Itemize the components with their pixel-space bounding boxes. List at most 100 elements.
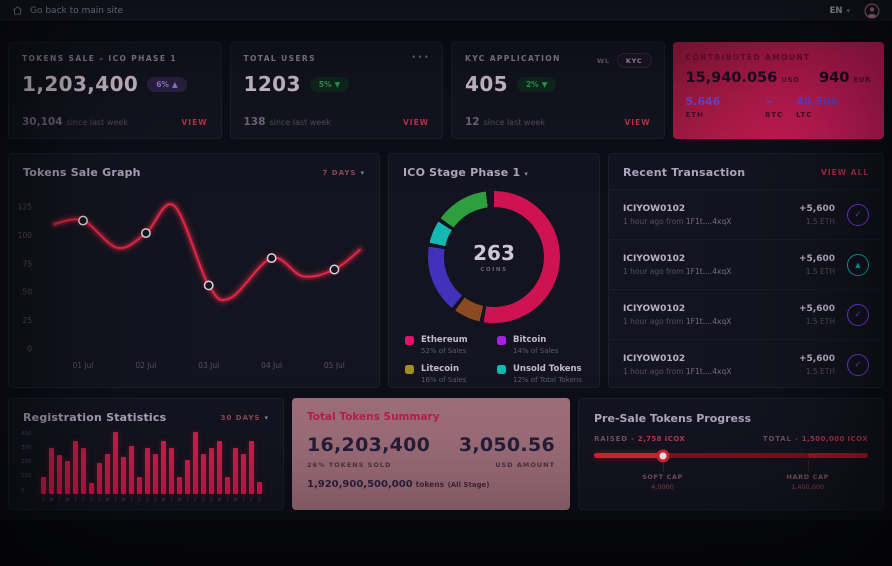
tokens-sale-line-chart: 0 25 50 75 100 125 01 Jul 02 Jul 03 Jul 04 Jul 05 … bbox=[18, 198, 366, 370]
trend-down-icon: ▼ bbox=[334, 79, 341, 89]
usd-amount-value: 3,050.56 bbox=[458, 434, 555, 456]
tokens-sold-value: 16,203,400 bbox=[307, 434, 431, 456]
kyc-tab[interactable]: KYC bbox=[616, 53, 652, 68]
total-tokens-summary-panel: Total Tokens Summary 16,203,400 26% TOKE… bbox=[292, 398, 570, 510]
registration-statistics-panel: Registration Statistics 30 DAYS ▾ 400 300 2… bbox=[8, 398, 284, 510]
bottom-row: Registration Statistics 30 DAYS ▾ 400 300 2… bbox=[8, 398, 884, 510]
chevron-down-icon: ▾ bbox=[360, 168, 365, 177]
topbar: Go back to main site EN ▾ bbox=[0, 0, 892, 22]
soft-cap-label: SOFT CAP 4,0000 bbox=[642, 473, 683, 491]
recent-transaction-panel: Recent Transaction VIEW ALL ICIYOW0102 1… bbox=[608, 153, 884, 388]
panel-title: Tokens Sale Graph bbox=[23, 166, 141, 179]
hard-cap-label: HARD CAP 1,400,000 bbox=[786, 473, 829, 491]
svg-text:05 Jul: 05 Jul bbox=[324, 361, 345, 370]
svg-text:25: 25 bbox=[22, 316, 32, 325]
svg-text:75: 75 bbox=[22, 259, 32, 268]
middle-row: Tokens Sale Graph 7 DAYS ▾ 0 25 50 75 100 125 0… bbox=[8, 153, 884, 388]
tokens-sale-graph-panel: Tokens Sale Graph 7 DAYS ▾ 0 25 50 75 100 125 0… bbox=[8, 153, 380, 388]
check-icon: ✓ bbox=[847, 303, 869, 326]
svg-text:0: 0 bbox=[27, 345, 32, 354]
footer bbox=[0, 520, 892, 566]
panel-title: Pre-Sale Tokens Progress bbox=[594, 412, 752, 425]
stat-title: TOTAL USERS bbox=[243, 54, 316, 63]
total-amount: TOTAL -1,500,000 ICOX bbox=[762, 435, 868, 443]
usd-amount: 15,940.056 bbox=[685, 70, 778, 86]
stat-value: 1203 bbox=[243, 72, 301, 96]
donut-legend: Ethereum 52% of Sales Bitcoin 14% of Sales… bbox=[405, 335, 583, 384]
panel-title: Total Tokens Summary bbox=[307, 411, 440, 423]
stat-card-contributed-amount: CONTRIBUTED AMOUNT 15,940.056 USD 940 EU… bbox=[672, 42, 884, 139]
range-dropdown[interactable]: 30 DAYS ▾ bbox=[220, 413, 269, 422]
stat-card-total-users: ••• TOTAL USERS 1203 5% ▼ 138 since last w… bbox=[229, 42, 443, 139]
trend-badge: 6% ▲ bbox=[147, 76, 187, 92]
language-selector[interactable]: EN ▾ bbox=[830, 6, 850, 16]
btc-amount: ~ BTC bbox=[765, 95, 784, 119]
svg-text:04 Jul: 04 Jul bbox=[261, 361, 282, 370]
back-label: Go back to main site bbox=[30, 5, 124, 16]
stat-value: 1,203,400 bbox=[22, 72, 139, 96]
user-avatar[interactable] bbox=[864, 3, 880, 19]
coins-count: 263 bbox=[473, 241, 515, 265]
tokens-sold-note: 26% TOKENS SOLD bbox=[307, 461, 392, 469]
svg-text:125: 125 bbox=[18, 203, 33, 212]
delta-value: 30,104 since last week bbox=[22, 116, 128, 128]
check-icon: ✓ bbox=[847, 353, 869, 376]
stat-title: TOKENS SALE – ICO PHASE 1 bbox=[22, 54, 178, 63]
eur-amount: 940 bbox=[819, 70, 850, 86]
legend-item-bitcoin: Bitcoin 14% of Sales bbox=[497, 335, 583, 355]
stats-row: TOKENS SALE – ICO PHASE 1 1,203,400 6% ▲ … bbox=[8, 42, 884, 139]
litecoin-swatch bbox=[405, 365, 414, 374]
ethereum-swatch bbox=[405, 336, 414, 345]
presale-progress-slider: SOFT CAP 4,0000 HARD CAP 1,400,000 bbox=[594, 449, 868, 491]
home-icon bbox=[13, 6, 22, 15]
transaction-row[interactable]: ICIYOW0102 1 hour ago from 1F1t....4xqX … bbox=[609, 339, 883, 389]
legend-item-unsold-tokens: Unsold Tokens 12% of Total Tokens bbox=[497, 364, 583, 384]
presale-progress-panel: Pre-Sale Tokens Progress RAISED -2,758 I… bbox=[578, 398, 884, 510]
delta-value: 138 since last week bbox=[243, 116, 331, 128]
trend-up-icon: ▲ bbox=[171, 79, 178, 89]
transaction-row[interactable]: ICIYOW0102 1 hour ago from 1F1t....4xqX … bbox=[609, 189, 883, 239]
all-stage-total: 1,920,900,500,000 tokens (All Stage) bbox=[307, 479, 490, 490]
chevron-down-icon: ▾ bbox=[846, 6, 850, 15]
panel-title: Recent Transaction bbox=[623, 166, 746, 179]
stat-card-kyc-application: WL KYC KYC APPLICATION 405 2% ▼ 12 since l… bbox=[451, 42, 665, 139]
view-all-link[interactable]: VIEW ALL bbox=[821, 168, 869, 177]
legend-item-litecoin: Litecoin 16% of Sales bbox=[405, 364, 491, 384]
ico-stage-dropdown[interactable]: ICO Stage Phase 1 ▾ bbox=[403, 166, 529, 179]
view-link[interactable]: VIEW bbox=[181, 118, 208, 127]
stat-title: KYC APPLICATION bbox=[465, 54, 561, 63]
chevron-down-icon: ▾ bbox=[524, 170, 529, 178]
chevron-down-icon: ▾ bbox=[264, 413, 269, 422]
slider-knob[interactable] bbox=[656, 449, 669, 462]
wl-tab[interactable]: WL bbox=[596, 56, 610, 65]
trend-badge: 2% ▼ bbox=[516, 76, 557, 92]
language-label: EN bbox=[829, 5, 843, 16]
usd-amount-note: USD AMOUNT bbox=[495, 461, 555, 469]
bitcoin-swatch bbox=[497, 336, 506, 345]
trend-badge: 5% ▼ bbox=[309, 76, 350, 92]
stat-card-tokens-sale: TOKENS SALE – ICO PHASE 1 1,203,400 6% ▲ … bbox=[8, 42, 222, 139]
eth-amount: 5.646 ETH bbox=[685, 95, 721, 119]
back-to-main-site-link[interactable]: Go back to main site bbox=[12, 5, 123, 16]
svg-text:01 Jul: 01 Jul bbox=[73, 361, 94, 370]
range-dropdown[interactable]: 7 DAYS ▾ bbox=[322, 168, 365, 177]
stat-value: 405 bbox=[465, 72, 508, 96]
panel-title: Registration Statistics bbox=[23, 411, 167, 424]
svg-text:50: 50 bbox=[22, 288, 32, 297]
transaction-row[interactable]: ICIYOW0102 1 hour ago from 1F1t....4xqX … bbox=[609, 289, 883, 339]
unsold-tokens-swatch bbox=[497, 365, 506, 374]
ico-stage-panel: ICO Stage Phase 1 ▾ 263 COINS Ethereum 52… bbox=[388, 153, 600, 388]
more-menu-icon[interactable]: ••• bbox=[411, 53, 430, 63]
trend-down-icon: ▼ bbox=[541, 79, 548, 89]
svg-text:03 Jul: 03 Jul bbox=[198, 361, 219, 370]
view-link[interactable]: VIEW bbox=[624, 118, 651, 127]
view-link[interactable]: VIEW bbox=[403, 118, 429, 127]
alert-icon: ▲ bbox=[847, 253, 869, 276]
ltc-amount: 40.506 LTC bbox=[796, 95, 839, 119]
transaction-row[interactable]: ICIYOW0102 1 hour ago from 1F1t....4xqX … bbox=[609, 239, 883, 289]
svg-text:02 Jul: 02 Jul bbox=[135, 361, 156, 370]
delta-value: 12 since last week bbox=[465, 116, 545, 128]
legend-item-ethereum: Ethereum 52% of Sales bbox=[405, 335, 491, 355]
